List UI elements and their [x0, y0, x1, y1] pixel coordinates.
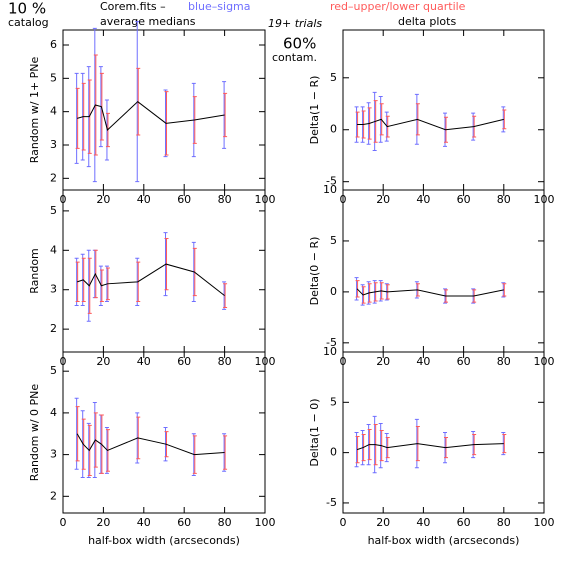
median-line: [77, 101, 225, 131]
plot-frame: [62, 189, 266, 353]
y-tick-label: 6: [50, 38, 57, 51]
y-tick-label: 2: [50, 322, 57, 335]
x-axis-label: half-box width (arcseconds): [368, 534, 520, 547]
x-tick-label: 60: [177, 193, 191, 206]
median-line: [356, 288, 504, 297]
y-tick-label: 5: [330, 234, 337, 247]
x-tick-label: 20: [376, 193, 390, 206]
x-tick-label: 40: [416, 193, 430, 206]
header-red: red–upper/lower quartile: [330, 0, 466, 13]
x-tick-label: 60: [457, 193, 471, 206]
header-trials: 19+ trials: [268, 17, 322, 30]
median-line: [357, 118, 504, 131]
header-contam-pct: 60%: [283, 35, 316, 53]
y-tick-label: 4: [50, 105, 57, 118]
y-tick-label: 0: [330, 123, 337, 136]
y-axis-label: Random w/ 0 PNe: [28, 384, 41, 482]
y-tick-label: 2: [50, 489, 57, 502]
x-tick-label: 20: [96, 193, 110, 206]
header-medians: average medians: [100, 15, 196, 28]
y-axis-label: Delta(0 − R): [308, 237, 321, 306]
quartile-bar: [223, 283, 228, 308]
y-axis-label: Delta(1 − R): [308, 76, 321, 145]
x-tick-label: 80: [497, 193, 511, 206]
y-tick-label: -5: [326, 336, 337, 349]
x-tick-label: 40: [137, 516, 151, 529]
median-line: [76, 263, 225, 297]
y-tick-label: 5: [330, 71, 337, 84]
plot-frame: [62, 351, 266, 514]
median-line: [76, 433, 225, 456]
y-axis-label: Random w/ 1+ PNe: [28, 56, 41, 163]
y-tick-label: 5: [50, 204, 57, 217]
header-file: Corem.fits –: [100, 0, 166, 13]
y-tick-label: 5: [50, 71, 57, 84]
plot-frame: [342, 189, 545, 353]
x-tick-label: 40: [137, 193, 151, 206]
sigma-bar: [354, 432, 359, 468]
quartile-bar: [223, 92, 228, 138]
x-tick-label: 40: [416, 516, 430, 529]
x-axis-label: half-box width (arcseconds): [88, 534, 240, 547]
y-axis-label: Delta(1 − 0): [308, 398, 321, 466]
median-line: [356, 443, 504, 451]
y-tick-label: 3: [50, 283, 57, 296]
x-tick-label: 80: [218, 516, 232, 529]
quartile-bar: [502, 434, 507, 454]
x-tick-label: 100: [534, 516, 555, 529]
plot-frame: [342, 351, 545, 514]
header-catalog: catalog: [8, 16, 49, 29]
y-axis-label: Random: [28, 248, 41, 294]
y-tick-label: 0: [330, 285, 337, 298]
sigma-bar: [354, 106, 359, 143]
header-delta: delta plots: [398, 15, 456, 28]
x-tick-label: 80: [218, 193, 232, 206]
y-tick-label: 3: [50, 138, 57, 151]
plot-frame: [62, 29, 266, 191]
quartile-bar: [502, 109, 507, 130]
quartile-bar: [502, 283, 507, 297]
x-tick-label: 80: [218, 355, 232, 368]
header-contam: contam.: [272, 51, 317, 64]
header-percent: 10 %: [8, 0, 46, 18]
x-tick-label: 0: [340, 516, 347, 529]
x-tick-label: 100: [255, 516, 276, 529]
y-tick-label: 4: [50, 243, 57, 256]
x-tick-label: 60: [177, 516, 191, 529]
x-tick-label: 40: [137, 355, 151, 368]
x-tick-label: 0: [60, 516, 67, 529]
y-tick-label: 5: [330, 395, 337, 408]
x-tick-label: 20: [96, 355, 110, 368]
x-tick-label: 40: [416, 355, 430, 368]
header-blue: blue–sigma: [188, 0, 251, 13]
x-tick-label: 60: [457, 516, 471, 529]
y-tick-label: 4: [50, 406, 57, 419]
x-tick-label: 20: [376, 355, 390, 368]
sigma-bar: [74, 257, 79, 306]
sigma-bar: [74, 397, 79, 470]
x-tick-label: 60: [457, 355, 471, 368]
y-tick-label: 5: [50, 364, 57, 377]
x-tick-label: 20: [376, 516, 390, 529]
x-tick-label: 60: [177, 355, 191, 368]
y-tick-label: 3: [50, 448, 57, 461]
y-tick-label: -5: [326, 175, 337, 188]
x-tick-label: 80: [497, 355, 511, 368]
quartile-bar: [223, 435, 228, 470]
x-tick-label: 80: [497, 516, 511, 529]
y-tick-label: 2: [50, 171, 57, 184]
y-tick-label: 0: [330, 446, 337, 459]
y-tick-label: -5: [326, 496, 337, 509]
plot-frame: [342, 29, 545, 191]
y-tick-label: 10: [323, 345, 337, 358]
x-tick-label: 20: [96, 516, 110, 529]
y-tick-label: 10: [323, 183, 337, 196]
sigma-bar: [354, 277, 359, 301]
